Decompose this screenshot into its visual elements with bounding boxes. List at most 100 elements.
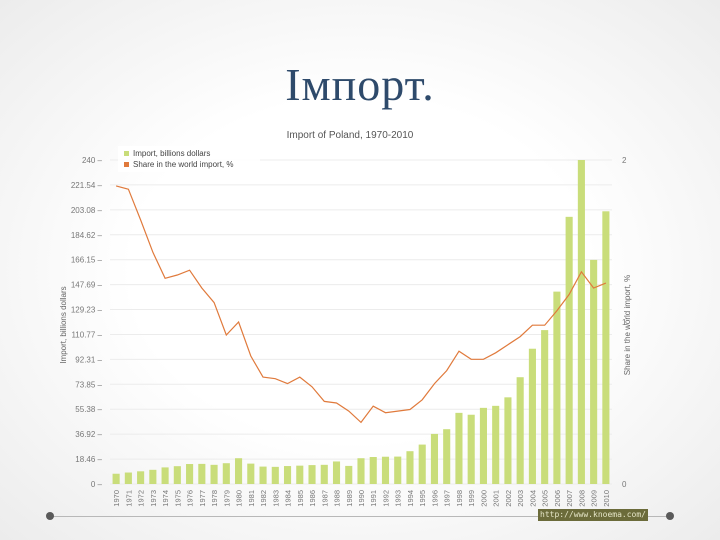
- x-tick-label: 1984: [284, 490, 293, 507]
- x-tick-label: 1988: [333, 490, 342, 507]
- x-tick-label: 1989: [345, 490, 354, 507]
- x-tick-label: 1970: [112, 490, 121, 507]
- y-tick-label: 73.85 –: [75, 380, 102, 389]
- x-tick-label: 2010: [602, 490, 611, 507]
- slide-title: Імпорт.: [285, 59, 435, 110]
- y-tick-label: 147.69 –: [71, 281, 103, 290]
- y-tick-label: 92.31 –: [75, 355, 102, 364]
- x-tick-label: 1986: [308, 490, 317, 507]
- bar: [112, 473, 120, 484]
- bar: [271, 466, 279, 484]
- bar: [161, 467, 169, 484]
- bar: [259, 466, 267, 484]
- bar: [345, 465, 353, 484]
- bar: [553, 291, 561, 484]
- bar: [247, 463, 255, 484]
- x-tick-label: 1978: [210, 490, 219, 507]
- bar: [369, 457, 377, 484]
- legend-label-import: Import, billions dollars: [133, 149, 210, 158]
- bar: [137, 471, 145, 484]
- bar: [418, 444, 426, 484]
- source-url: http://www.knoema.com/: [538, 509, 648, 521]
- x-tick-label: 1975: [173, 490, 182, 507]
- x-tick-label: 1995: [418, 490, 427, 507]
- bar: [381, 456, 390, 484]
- x-tick-label: 2007: [565, 490, 574, 507]
- bar: [357, 458, 365, 484]
- y-axis-label: Import, billions dollars: [59, 286, 68, 363]
- x-tick-label: 2008: [577, 490, 586, 507]
- x-tick-label: 1976: [186, 490, 195, 507]
- bar: [173, 466, 181, 484]
- y2-tick-labels: 2 1 0: [622, 156, 627, 489]
- x-tick-label: 1983: [271, 490, 280, 507]
- x-tick-label: 2005: [541, 490, 550, 507]
- bar: [443, 429, 451, 484]
- share-line: [115, 185, 607, 424]
- bar: [235, 458, 243, 484]
- legend-swatch-share: [124, 162, 129, 167]
- footer-dot-left: [46, 512, 54, 520]
- bar: [124, 472, 132, 484]
- bar: [149, 469, 157, 484]
- bar: [504, 397, 512, 484]
- y-tick-label: 166.15 –: [71, 256, 103, 265]
- footer-divider: [52, 516, 668, 517]
- bar: [602, 211, 610, 485]
- y-tick-label: 110.77 –: [71, 330, 102, 339]
- x-tick-label: 1999: [467, 490, 476, 507]
- y-tick-label: 203.08 –: [71, 206, 103, 215]
- x-tick-label: 1971: [124, 490, 133, 507]
- bar: [430, 433, 439, 484]
- bar: [516, 377, 524, 484]
- legend: Import, billions dollars Share in the wo…: [118, 146, 260, 172]
- bar: [565, 216, 573, 484]
- bar: [394, 456, 402, 484]
- x-tick-label: 1992: [381, 490, 390, 507]
- bar: [492, 405, 500, 484]
- bar: [332, 461, 341, 484]
- x-tick-label: 1993: [394, 490, 403, 507]
- line-series: [115, 185, 607, 424]
- legend-swatch-import: [124, 151, 129, 156]
- y2-tick-label: 0: [622, 480, 627, 489]
- bar: [198, 463, 206, 484]
- y-tick-label: 184.62 –: [71, 231, 103, 240]
- x-tick-label: 1985: [296, 490, 305, 507]
- bar: [222, 463, 230, 484]
- x-tick-label: 1982: [259, 490, 268, 507]
- x-tick-labels: 1970 1971 1972 1973 1974 1975 1976 1977 1978 1979…: [112, 490, 611, 507]
- bar: [296, 465, 304, 484]
- y-tick-label: 55.38 –: [75, 405, 102, 414]
- bar: [406, 451, 414, 484]
- y2-axis-label: Share in the world import, %: [623, 275, 632, 376]
- x-tick-label: 1973: [149, 490, 158, 507]
- x-tick-label: 1980: [235, 490, 244, 507]
- y2-tick-label: 2: [622, 156, 627, 165]
- x-tick-label: 1996: [430, 490, 439, 507]
- x-tick-label: 1994: [406, 490, 415, 507]
- bar-series: [112, 160, 610, 485]
- bar: [308, 465, 316, 484]
- bar: [186, 464, 194, 484]
- bar: [590, 259, 598, 484]
- y-tick-label: 18.46 –: [75, 455, 102, 464]
- x-tick-label: 1977: [198, 490, 207, 507]
- y-tick-labels: 240 – 221.54 – 203.08 – 184.62 – 166.15 – 147…: [71, 156, 103, 489]
- y-tick-label: 36.92 –: [75, 430, 102, 439]
- x-tick-label: 2000: [479, 490, 488, 507]
- x-tick-label: 2002: [504, 490, 513, 507]
- x-tick-label: 2003: [516, 490, 525, 507]
- bar: [528, 348, 536, 484]
- bar: [577, 160, 585, 484]
- legend-label-share: Share in the world import, %: [133, 160, 234, 169]
- bar: [455, 412, 463, 484]
- x-tick-label: 1991: [369, 490, 378, 507]
- x-tick-label: 1987: [320, 490, 329, 507]
- bar: [320, 464, 328, 484]
- x-tick-label: 1981: [247, 490, 256, 507]
- x-tick-label: 2006: [553, 490, 562, 507]
- chart-title: Import of Poland, 1970-2010: [287, 130, 414, 141]
- y-tick-label: 240 –: [82, 156, 103, 165]
